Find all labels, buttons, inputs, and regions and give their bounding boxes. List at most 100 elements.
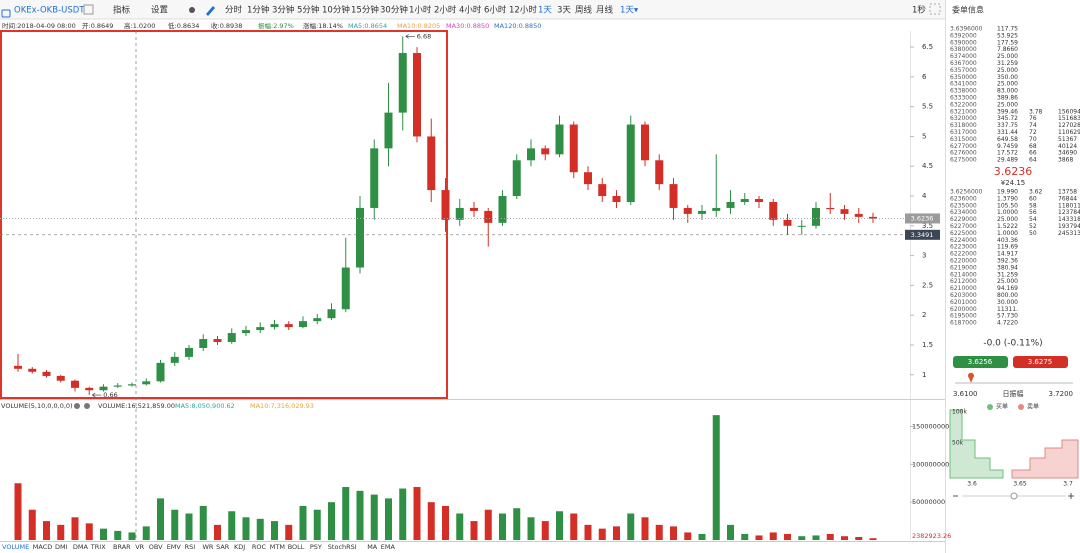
- indicator-tab[interactable]: VOLUME: [2, 543, 29, 551]
- indicator-tab[interactable]: OBV: [149, 543, 163, 551]
- candle-body: [156, 362, 165, 382]
- refresh[interactable]: 1秒: [912, 5, 926, 16]
- timeframe[interactable]: 3天: [557, 6, 571, 16]
- volume-legend: MA5:8,050,900.62: [175, 402, 235, 410]
- timeframe[interactable]: 6小时: [484, 5, 507, 16]
- timeframe[interactable]: 1小时: [409, 5, 432, 16]
- candle-body: [598, 184, 607, 197]
- bid-cell: 6220000: [950, 258, 977, 265]
- timeframe[interactable]: 30分钟: [380, 5, 408, 16]
- ask-cell: 3868: [1058, 157, 1073, 164]
- indicator-tab[interactable]: EMA: [381, 543, 396, 551]
- ask-cell: 25.000: [997, 101, 1018, 108]
- candle-body: [555, 124, 564, 155]
- indicator-tab[interactable]: WR: [203, 543, 214, 551]
- bid-cell: 6223000: [950, 244, 977, 251]
- timeframe[interactable]: 15分钟: [351, 5, 379, 16]
- buy-button[interactable]: [953, 356, 1008, 368]
- indicator-tab[interactable]: BOLL: [288, 543, 305, 551]
- indicator-tab[interactable]: EMV: [167, 543, 182, 551]
- timeframe[interactable]: 2小时: [434, 5, 457, 16]
- ask-cell: 3.6396000: [950, 26, 983, 33]
- sell-price[interactable]: 3.6275: [1028, 358, 1053, 366]
- volume-bar: [684, 532, 692, 540]
- ask-cell: 74: [1029, 122, 1037, 129]
- theme-icon[interactable]: [189, 7, 195, 13]
- candle-body: [270, 324, 279, 328]
- zoom-handle[interactable]: [1010, 492, 1018, 500]
- timeframe[interactable]: 5分钟: [297, 5, 319, 16]
- indicator-tab[interactable]: MACD: [33, 543, 52, 551]
- volume-settings[interactable]: [74, 403, 80, 409]
- settings-button[interactable]: 设置: [151, 5, 169, 16]
- timeframe[interactable]: 4小时: [459, 5, 482, 16]
- timeframe[interactable]: 分时: [225, 5, 243, 16]
- volume-bar: [85, 523, 93, 540]
- indicator-tab[interactable]: SAR: [216, 543, 230, 551]
- indicator-tab[interactable]: ROC: [252, 543, 267, 551]
- sell-button[interactable]: [1013, 356, 1068, 368]
- bid-cell: 94.169: [997, 285, 1018, 292]
- candle-body: [327, 309, 336, 319]
- timeframe[interactable]: 1分钟: [247, 5, 269, 16]
- timeframe[interactable]: 月线: [596, 5, 614, 16]
- indicator-tab[interactable]: DMA: [73, 543, 89, 551]
- symbol[interactable]: OKEx-OKB-USDT: [14, 6, 85, 16]
- ask-cell: 25.000: [997, 81, 1018, 88]
- indicator-tab[interactable]: VR: [135, 543, 144, 551]
- ask-cell: 25.000: [997, 67, 1018, 74]
- ask-cell: 177.59: [997, 39, 1018, 46]
- volume-bar: [442, 505, 449, 540]
- bid-cell: 54: [1029, 216, 1037, 223]
- icon[interactable]: [83, 4, 94, 15]
- candle-body: [527, 148, 535, 161]
- volume-bar: [43, 521, 50, 540]
- volume-last-label: 2382923.26: [912, 532, 951, 540]
- candle-body: [413, 53, 421, 137]
- buy-price[interactable]: 3.6256: [968, 358, 993, 366]
- candle-body: [242, 330, 250, 334]
- timeframe[interactable]: 3分钟: [272, 5, 294, 16]
- bid-cell: 6229000: [950, 216, 977, 223]
- ask-cell: 6341000: [950, 81, 977, 88]
- cny-price: ¥24.15: [1001, 179, 1026, 187]
- bid-cell: 6203000: [950, 292, 977, 299]
- ask-cell: 6390000: [950, 39, 977, 46]
- candle-body: [199, 339, 208, 348]
- timeframe[interactable]: 12小时: [509, 5, 537, 16]
- indicator-tab[interactable]: KDJ: [234, 543, 245, 551]
- timeframe[interactable]: 1天: [538, 6, 552, 16]
- ask-cell: 6357000: [950, 67, 977, 74]
- timeframe-dropdown[interactable]: 1天▾: [620, 6, 639, 16]
- fullscreen-icon[interactable]: [929, 3, 941, 15]
- bid-cell: 50: [1029, 230, 1037, 237]
- indicator-tab[interactable]: MTM: [270, 543, 285, 551]
- y-tick-label: 1: [922, 371, 926, 379]
- indicator-tab[interactable]: StochRSI: [328, 543, 357, 551]
- indicator-tab[interactable]: BRAR: [113, 543, 131, 551]
- timeframe[interactable]: 周线: [575, 5, 593, 16]
- draw-icon[interactable]: [206, 6, 215, 16]
- indicator-tab[interactable]: MA: [367, 543, 378, 551]
- symbol-icon[interactable]: [1, 9, 11, 18]
- zoom-in[interactable]: [1068, 493, 1074, 499]
- indicator-tab[interactable]: PSY: [310, 543, 322, 551]
- annotation: 6.68: [417, 32, 431, 40]
- volume-bar: [484, 509, 492, 540]
- indicator-tab[interactable]: TRIX: [90, 543, 106, 551]
- candle-body: [185, 347, 193, 357]
- indicator-tab[interactable]: DMI: [55, 543, 68, 551]
- candle-body: [213, 339, 222, 342]
- indicator-button[interactable]: 指标: [113, 5, 131, 16]
- volume-close[interactable]: [84, 403, 90, 409]
- volume-bar: [399, 488, 407, 540]
- bid-cell: 6235000: [950, 202, 977, 209]
- candle-body: [498, 196, 507, 223]
- timeframe[interactable]: 10分钟: [322, 5, 350, 16]
- ask-cell: 9.7459: [997, 143, 1018, 150]
- volume-bar: [712, 415, 720, 540]
- bid-cell: 6224000: [950, 237, 977, 244]
- range-marker: [968, 372, 975, 383]
- ask-cell: 29.489: [997, 157, 1018, 164]
- indicator-tab[interactable]: RSI: [185, 543, 196, 551]
